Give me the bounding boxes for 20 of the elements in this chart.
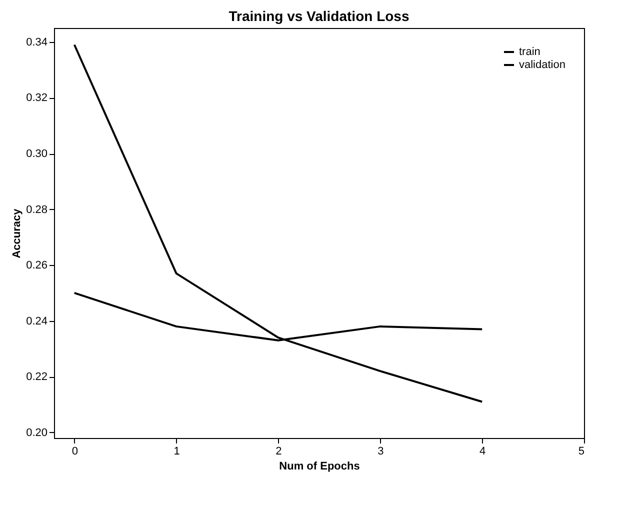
- x-tick-label: 2: [276, 446, 282, 458]
- line-series: [73, 44, 484, 403]
- x-tick-label: 1: [174, 446, 180, 458]
- y-tick-label: 0.22: [26, 371, 48, 384]
- y-tick-label: 0.30: [26, 148, 48, 160]
- y-axis-title: Accuracy: [11, 208, 24, 258]
- x-tick-label: 5: [578, 446, 584, 458]
- x-axis-title: Num of Epochs: [279, 460, 360, 472]
- y-tick-label: 0.28: [26, 204, 48, 216]
- y-tick-label: 0.26: [26, 260, 48, 272]
- x-tick-label: 4: [480, 446, 486, 458]
- legend-label: validation: [519, 59, 566, 71]
- y-tick-label: 0.20: [26, 426, 48, 439]
- y-tick-label: 0.24: [26, 315, 48, 328]
- x-tick-label: 0: [72, 446, 78, 458]
- legend-label: train: [519, 46, 540, 58]
- chart-title: Training vs Validation Loss: [228, 8, 410, 24]
- y-tick-label: 0.32: [26, 92, 48, 104]
- x-tick-label: 3: [378, 446, 384, 458]
- y-tick-label: 0.34: [26, 36, 48, 48]
